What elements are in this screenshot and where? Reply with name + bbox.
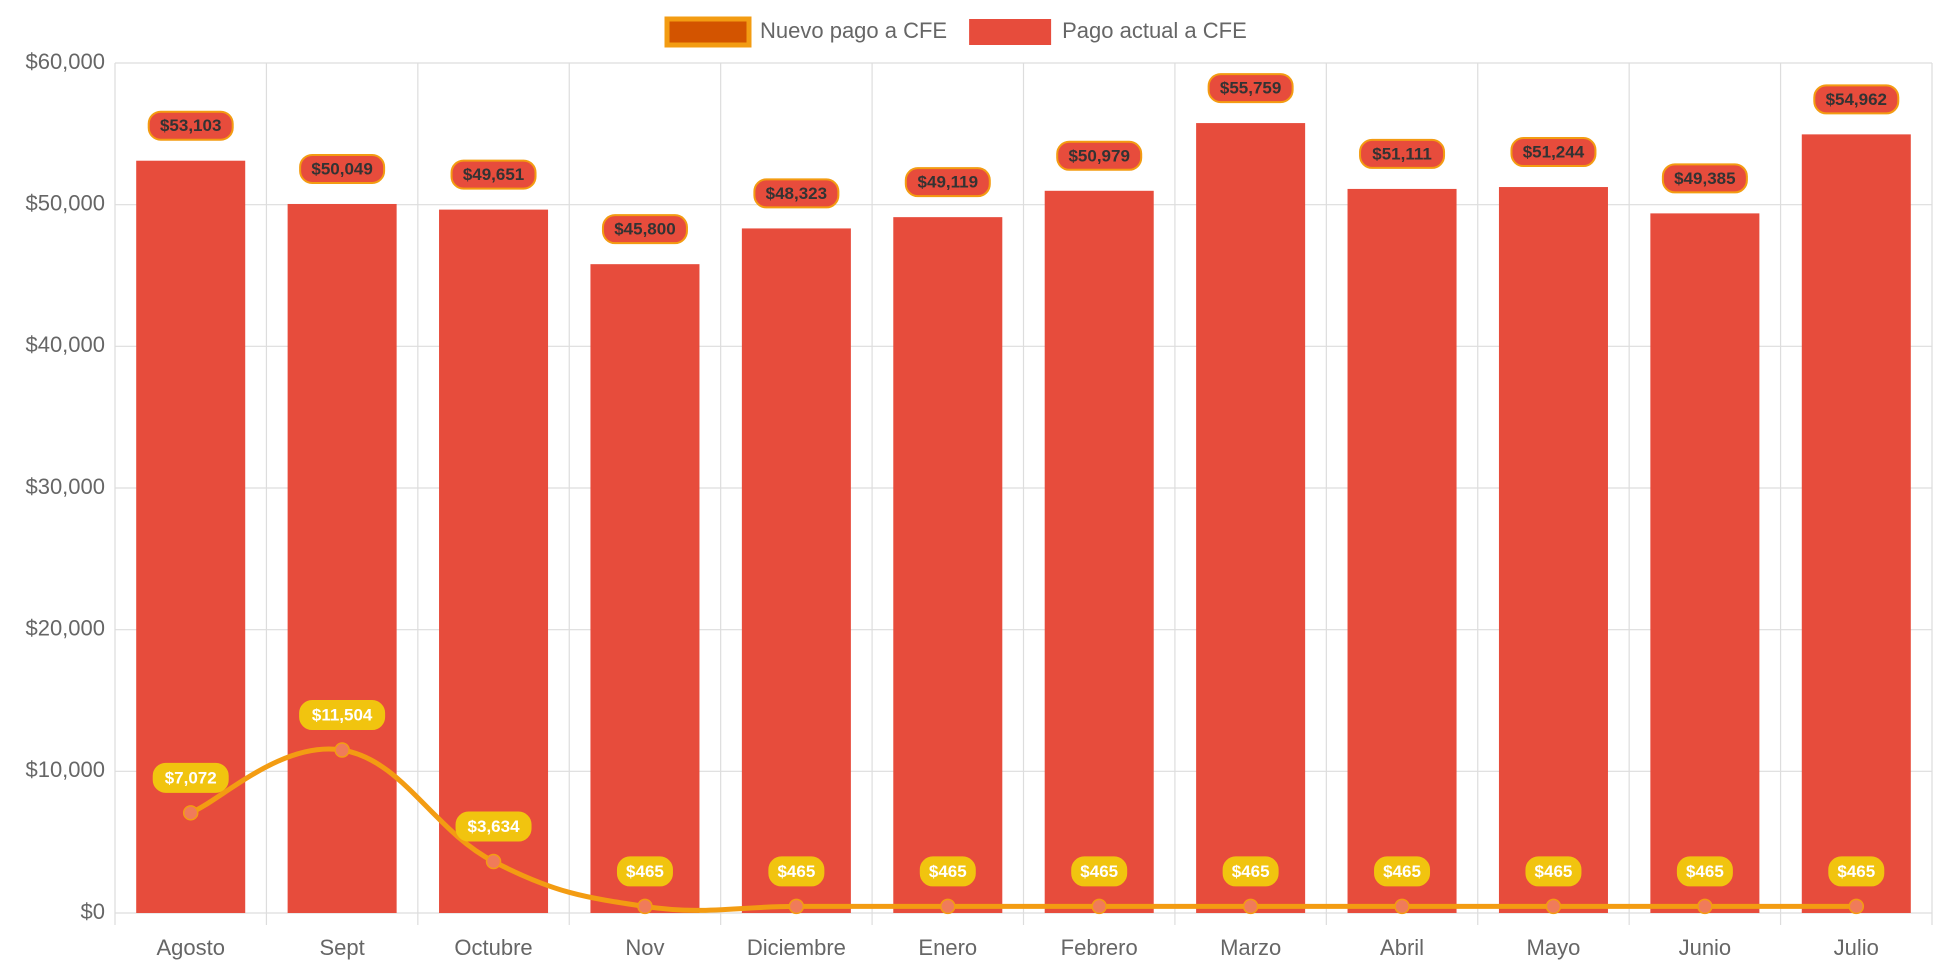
x-tick-label: Febrero bbox=[1061, 935, 1138, 960]
bar-value-label: $48,323 bbox=[766, 184, 827, 203]
line-value-label: $465 bbox=[1232, 862, 1270, 881]
bar-value-label: $53,103 bbox=[160, 116, 221, 135]
x-tick-label: Agosto bbox=[156, 935, 225, 960]
bar-value-label-bg bbox=[1661, 163, 1748, 194]
legend-label: Pago actual a CFE bbox=[1062, 18, 1247, 43]
bar-value-label-bg bbox=[299, 153, 386, 184]
line-value-label: $11,504 bbox=[312, 706, 373, 725]
legend-label: Nuevo pago a CFE bbox=[760, 18, 947, 43]
point bbox=[182, 805, 199, 821]
x-tick-label: Nov bbox=[625, 935, 664, 960]
line-value-label-bg bbox=[1374, 856, 1431, 887]
line-value-label: $465 bbox=[626, 862, 664, 881]
line-value-label-bg bbox=[1525, 856, 1582, 887]
line-value-label-bg bbox=[1222, 856, 1279, 887]
point bbox=[940, 898, 956, 915]
legend-swatch bbox=[664, 16, 752, 48]
y-tick-label: $50,000 bbox=[25, 190, 105, 215]
x-tick-label: Diciembre bbox=[747, 935, 846, 960]
point bbox=[1848, 898, 1865, 915]
line-value-label: $3,634 bbox=[468, 817, 521, 836]
y-tick-label: $10,000 bbox=[25, 757, 105, 782]
line bbox=[189, 746, 1857, 913]
bar bbox=[741, 228, 851, 913]
line-value-label-bg bbox=[152, 762, 229, 793]
point bbox=[637, 898, 653, 915]
line-value-label: $465 bbox=[777, 862, 815, 881]
line-value-label: $465 bbox=[1383, 862, 1421, 881]
line-value-label: $465 bbox=[1080, 862, 1118, 881]
bar bbox=[1498, 187, 1608, 913]
x-tick-label: Julio bbox=[1834, 935, 1879, 960]
bar bbox=[1801, 134, 1911, 913]
bar bbox=[590, 264, 700, 914]
point bbox=[1091, 898, 1107, 915]
point bbox=[1242, 898, 1259, 915]
line-value-label-bg bbox=[455, 811, 532, 842]
line-value-label-bg bbox=[1828, 856, 1885, 887]
line-value-label: $465 bbox=[1535, 862, 1573, 881]
bar-value-label: $49,651 bbox=[463, 165, 524, 184]
bar-value-label-bg bbox=[147, 110, 234, 141]
line-value-label: $465 bbox=[1837, 862, 1875, 881]
bar-value-label: $51,244 bbox=[1523, 143, 1585, 162]
bar-value-label: $50,979 bbox=[1068, 146, 1129, 165]
line-value-label: $7,072 bbox=[165, 768, 217, 787]
line-value-label-bg bbox=[299, 700, 386, 731]
x-tick-label: Enero bbox=[918, 935, 977, 960]
line-value-label-bg bbox=[616, 856, 673, 887]
line-value-label: $465 bbox=[1686, 862, 1724, 881]
point bbox=[1394, 898, 1410, 915]
bar-value-label-bg bbox=[450, 159, 537, 190]
line-value-label: $465 bbox=[929, 862, 967, 881]
bar-value-label-bg bbox=[1510, 137, 1597, 168]
point bbox=[334, 742, 350, 758]
x-tick-label: Octubre bbox=[454, 935, 532, 960]
bar-value-label-bg bbox=[1207, 73, 1294, 104]
bar-value-label: $49,385 bbox=[1674, 169, 1735, 188]
y-tick-label: $60,000 bbox=[25, 49, 105, 74]
point bbox=[485, 853, 502, 870]
y-tick-label: $20,000 bbox=[25, 615, 105, 640]
y-tick-label: $0 bbox=[81, 899, 105, 924]
bar bbox=[287, 203, 397, 913]
y-tick-label: $30,000 bbox=[25, 474, 105, 499]
x-tick-label: Marzo bbox=[1220, 935, 1281, 960]
line-value-label-bg bbox=[919, 856, 976, 887]
legend-swatch bbox=[969, 19, 1052, 45]
line-value-label-bg bbox=[1071, 856, 1128, 887]
bar-value-label-bg bbox=[1056, 140, 1143, 171]
bar-value-label: $51,111 bbox=[1372, 144, 1432, 163]
x-tick-label: Sept bbox=[319, 935, 364, 960]
bar bbox=[1044, 190, 1154, 914]
bar-value-label-bg bbox=[1359, 138, 1446, 169]
point bbox=[1545, 898, 1562, 915]
bar-value-label: $54,962 bbox=[1826, 90, 1887, 109]
x-tick-label: Abril bbox=[1380, 935, 1424, 960]
bar-value-label: $49,119 bbox=[918, 173, 979, 192]
x-tick-label: Mayo bbox=[1527, 935, 1581, 960]
x-tick-label: Junio bbox=[1679, 935, 1732, 960]
bar-value-label: $55,759 bbox=[1220, 79, 1281, 98]
bar-value-label: $45,800 bbox=[614, 220, 675, 239]
bar-value-label-bg bbox=[1813, 84, 1900, 115]
point bbox=[788, 898, 805, 915]
line-value-label-bg bbox=[1676, 856, 1733, 887]
bar-value-label-bg bbox=[904, 167, 991, 198]
point bbox=[1697, 898, 1713, 915]
bar bbox=[439, 209, 549, 913]
bar bbox=[136, 160, 246, 913]
line-value-label-bg bbox=[768, 856, 825, 887]
bar-value-label: $50,049 bbox=[311, 159, 372, 178]
bar-value-label-bg bbox=[601, 214, 688, 245]
bar bbox=[1347, 188, 1457, 914]
bar bbox=[893, 217, 1003, 913]
bar-value-label-bg bbox=[753, 178, 840, 209]
y-tick-label: $40,000 bbox=[25, 332, 105, 357]
bar bbox=[1196, 123, 1306, 914]
bar bbox=[1650, 213, 1760, 914]
